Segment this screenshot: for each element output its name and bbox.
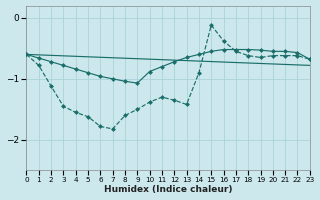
X-axis label: Humidex (Indice chaleur): Humidex (Indice chaleur) — [104, 185, 232, 194]
